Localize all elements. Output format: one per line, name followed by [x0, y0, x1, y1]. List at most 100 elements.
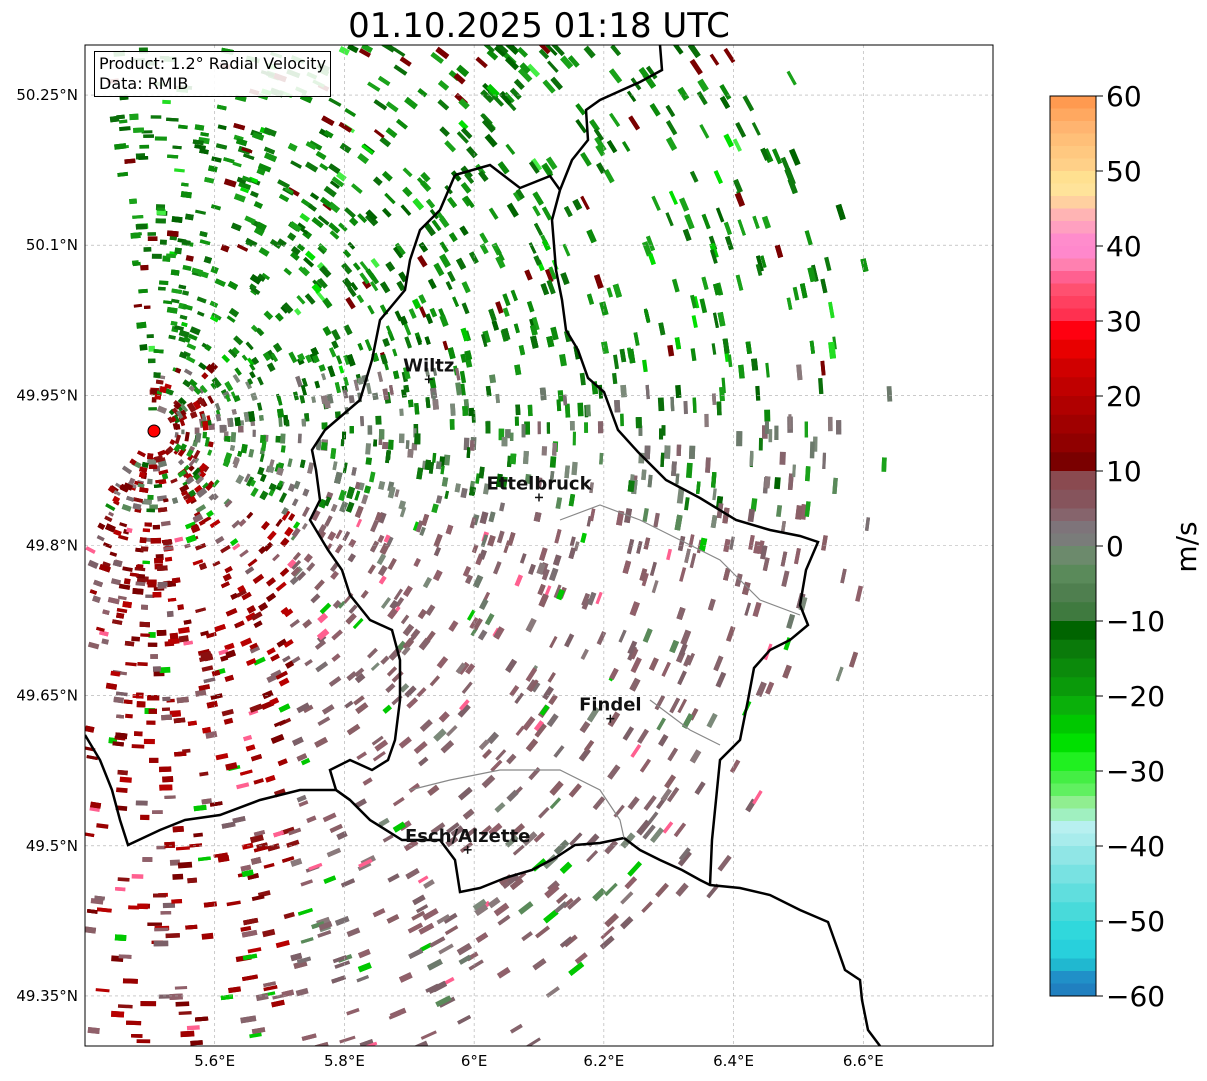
- velocity-gate: [679, 567, 687, 582]
- velocity-gate: [178, 635, 189, 643]
- velocity-gate: [689, 170, 699, 183]
- velocity-gate: [243, 917, 259, 926]
- velocity-gate: [653, 512, 660, 528]
- velocity-gate: [404, 336, 412, 349]
- velocity-gate: [101, 638, 109, 645]
- velocity-gate: [402, 167, 413, 178]
- velocity-gate: [555, 497, 563, 510]
- velocity-gate: [155, 479, 164, 484]
- velocity-gate: [238, 518, 247, 527]
- velocity-gate: [317, 215, 330, 226]
- velocity-gate: [198, 387, 206, 394]
- velocity-gate: [183, 640, 194, 646]
- velocity-gate: [277, 758, 288, 767]
- velocity-gate: [444, 140, 457, 153]
- velocity-gate: [586, 850, 599, 863]
- velocity-gate: [338, 222, 348, 232]
- velocity-gate: [553, 839, 570, 855]
- velocity-gate: [860, 258, 869, 273]
- velocity-gate: [403, 585, 413, 597]
- velocity-gate: [430, 822, 446, 835]
- velocity-gate: [417, 255, 428, 268]
- velocity-gate: [244, 215, 256, 225]
- velocity-gate: [667, 344, 675, 357]
- velocity-gate: [123, 578, 131, 585]
- velocity-gate: [678, 643, 688, 656]
- velocity-gate: [140, 1001, 157, 1007]
- velocity-gate: [387, 607, 398, 620]
- velocity-gate: [352, 618, 364, 630]
- velocity-gate: [462, 406, 469, 416]
- velocity-gate: [212, 479, 220, 488]
- velocity-gate: [249, 479, 256, 487]
- velocity-gate: [600, 926, 615, 940]
- velocity-gate: [338, 365, 345, 374]
- velocity-gate: [278, 677, 290, 687]
- velocity-gate: [210, 204, 222, 211]
- velocity-gate: [266, 362, 276, 372]
- velocity-gate: [687, 652, 695, 666]
- velocity-gate: [840, 568, 847, 584]
- velocity-gate: [525, 738, 539, 752]
- velocity-gate: [136, 321, 147, 329]
- velocity-gate: [234, 417, 241, 427]
- velocity-gate: [480, 89, 494, 104]
- velocity-gate: [549, 470, 555, 482]
- velocity-gate: [399, 683, 410, 693]
- velocity-gate: [677, 850, 692, 867]
- velocity-gate: [221, 708, 234, 717]
- colorbar-segment: [1050, 158, 1096, 172]
- velocity-gate: [755, 681, 767, 698]
- colorbar-segment: [1050, 246, 1096, 259]
- velocity-gate: [741, 581, 751, 596]
- velocity-gate: [332, 955, 348, 964]
- colorbar-segment: [1050, 546, 1096, 566]
- velocity-gate: [317, 612, 329, 624]
- velocity-gate: [379, 136, 392, 148]
- velocity-gate: [322, 326, 332, 337]
- velocity-gate: [385, 261, 396, 272]
- colorbar-segment: [1050, 377, 1096, 397]
- velocity-gate: [291, 566, 301, 577]
- velocity-gate: [553, 745, 565, 758]
- velocity-gate: [119, 126, 131, 132]
- velocity-gate: [832, 336, 837, 350]
- velocity-gate: [533, 255, 542, 266]
- velocity-gate: [760, 545, 768, 560]
- velocity-gate: [377, 512, 387, 524]
- velocity-gate: [604, 839, 619, 855]
- velocity-gate: [173, 401, 182, 410]
- velocity-gate: [393, 588, 403, 601]
- velocity-gate: [675, 384, 682, 399]
- velocity-gate: [497, 914, 511, 926]
- velocity-gate: [177, 861, 193, 869]
- velocity-gate: [129, 198, 138, 205]
- velocity-gate: [150, 654, 158, 659]
- velocity-gate: [302, 704, 314, 714]
- velocity-gate: [377, 565, 388, 577]
- velocity-gate: [241, 869, 254, 878]
- velocity-gate: [220, 425, 227, 432]
- velocity-gate: [533, 831, 545, 843]
- velocity-gate: [612, 372, 618, 385]
- velocity-gate: [463, 437, 470, 451]
- velocity-gate: [135, 581, 146, 587]
- velocity-gate: [288, 513, 296, 521]
- velocity-gate: [651, 580, 659, 594]
- velocity-gate: [261, 521, 270, 531]
- velocity-gate: [118, 119, 128, 124]
- velocity-gate: [389, 1007, 407, 1019]
- velocity-gate: [650, 827, 664, 843]
- velocity-gate: [792, 464, 796, 478]
- velocity-gate: [684, 213, 695, 230]
- velocity-gate: [618, 629, 627, 643]
- velocity-gate: [517, 46, 528, 58]
- velocity-gate: [154, 136, 167, 141]
- velocity-gate: [245, 237, 258, 247]
- velocity-gate: [680, 629, 692, 646]
- velocity-gate: [346, 1007, 360, 1016]
- velocity-gate: [262, 690, 274, 700]
- velocity-gate: [278, 193, 290, 203]
- velocity-gate: [483, 591, 490, 602]
- colorbar-segment: [1050, 96, 1096, 109]
